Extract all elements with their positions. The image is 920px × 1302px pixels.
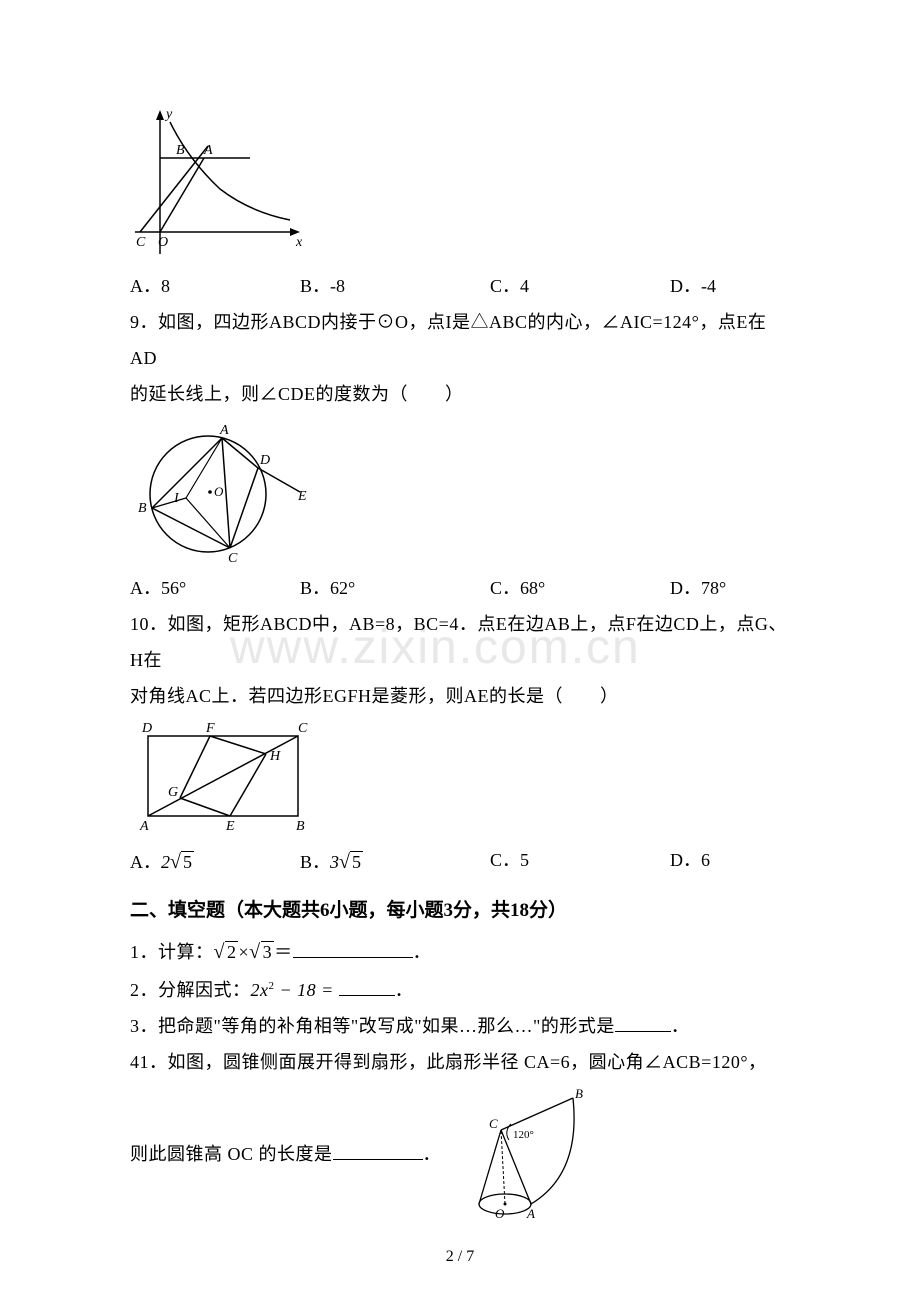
q9-opt-c: C．68°: [490, 570, 670, 606]
svg-text:E: E: [297, 489, 307, 504]
fill-q4-l2: 则此圆锥高 OC 的长度是 ．: [130, 1136, 441, 1172]
q9-figure: A B C D E I O: [130, 416, 790, 566]
fill-blank: [615, 1014, 671, 1032]
page-footer: 2 / 7: [0, 1248, 920, 1266]
svg-text:y: y: [164, 107, 173, 122]
fill-q4-l2-prefix: 则此圆锥高 OC 的长度是: [130, 1144, 333, 1164]
q10-b-rad: 5: [350, 851, 363, 872]
fill-blank: [293, 940, 413, 958]
q10-a-rad: 5: [181, 851, 194, 872]
q9-text-l1: 9．如图，四边形ABCD内接于⊙O，点I是△ABC的内心，∠AIC=124°，点…: [130, 304, 790, 376]
fill-q1: 1．计算：√2×√3＝．: [130, 932, 790, 972]
fill-blank: [339, 978, 395, 996]
q10-b-coef: 3: [330, 852, 339, 872]
fill-q1-eq: ＝: [274, 942, 293, 962]
svg-text:D: D: [259, 453, 270, 468]
svg-text:O: O: [158, 235, 168, 250]
q8-opt-a: A．8: [130, 268, 300, 304]
svg-text:A: A: [139, 819, 149, 834]
svg-text:x: x: [295, 235, 303, 250]
q8-opt-c: C．4: [490, 268, 670, 304]
sqrt-icon: √: [339, 851, 350, 873]
q8-opt-d: D．-4: [670, 268, 790, 304]
q10-opt-c: C．5: [490, 842, 670, 882]
q9-opt-d: D．78°: [670, 570, 790, 606]
q10-a-coef: 2: [161, 852, 170, 872]
q10-opt-a: A．2√5: [130, 842, 300, 882]
q9-options: A．56° B．62° C．68° D．78°: [130, 570, 790, 606]
fill-q1-tail: ．: [413, 942, 432, 962]
sqrt-icon: √: [170, 851, 181, 873]
svg-text:A: A: [526, 1206, 535, 1221]
svg-text:H: H: [269, 749, 281, 764]
svg-text:B: B: [138, 501, 147, 516]
fill-q2-tailexpr: − 18 =: [275, 980, 334, 1000]
fill-q1-rad2: 3: [261, 941, 275, 962]
fill-q2: 2．分解因式：2x2 − 18 = ．: [130, 972, 790, 1008]
fill-q1-rad1: 2: [225, 941, 239, 962]
fill-q1-prefix: 1．计算：: [130, 942, 214, 962]
q10-text-l2: 对角线AC上．若四边形EGFH是菱形，则AE的长是（ ）: [130, 678, 790, 714]
svg-text:B: B: [176, 143, 185, 158]
q8-opt-b: B．-8: [300, 268, 490, 304]
svg-text:I: I: [173, 491, 180, 506]
q8-figure: y x B A C O: [130, 104, 790, 264]
svg-text:120°: 120°: [513, 1129, 534, 1141]
fill-q2-tail: ．: [395, 980, 414, 1000]
sqrt-icon: √: [214, 941, 225, 963]
q4-figure: 120° C B A O: [461, 1084, 591, 1224]
q9-opt-b: B．62°: [300, 570, 490, 606]
svg-text:O: O: [495, 1206, 505, 1221]
fill-q3-text: 3．把命题"等角的补角相等"改写成"如果…那么…"的形式是: [130, 1016, 615, 1036]
svg-text:A: A: [219, 423, 229, 438]
fill-q1-times: ×: [238, 942, 249, 962]
svg-text:C: C: [298, 721, 308, 736]
fill-q3-tail: ．: [671, 1016, 690, 1036]
q10-opt-d: D．6: [670, 842, 790, 882]
fill-q4-l2-tail: ．: [423, 1144, 442, 1164]
q9-opt-a: A．56°: [130, 570, 300, 606]
sqrt-icon: √: [249, 941, 260, 963]
q10-figure: D F C H G A E B: [130, 718, 790, 838]
svg-text:C: C: [489, 1116, 498, 1131]
fill-blank: [333, 1142, 423, 1160]
section-2-title: 二、填空题（本大题共6小题，每小题3分，共18分）: [130, 890, 790, 932]
q10-text-l1: 10．如图，矩形ABCD中，AB=8，BC=4．点E在边AB上，点F在边CD上，…: [130, 606, 790, 678]
q10-options: A．2√5 B．3√5 C．5 D．6: [130, 842, 790, 882]
q8-options: A．8 B．-8 C．4 D．-4: [130, 268, 790, 304]
svg-text:E: E: [225, 819, 235, 834]
q10-a-prefix: A．: [130, 852, 161, 872]
svg-text:F: F: [205, 721, 215, 736]
svg-text:O: O: [214, 484, 224, 499]
svg-text:D: D: [141, 721, 152, 736]
svg-text:B: B: [575, 1086, 583, 1101]
q10-b-prefix: B．: [300, 852, 330, 872]
svg-text:C: C: [228, 551, 238, 566]
svg-text:A: A: [203, 143, 213, 158]
fill-q2-a: 2: [251, 980, 261, 1000]
svg-text:G: G: [168, 785, 178, 800]
fill-q2-prefix: 2．分解因式：: [130, 980, 251, 1000]
fill-q2-var: x: [260, 980, 269, 1000]
fill-q4-l1: 41．如图，圆锥侧面展开得到扇形，此扇形半径 CA=6，圆心角∠ACB=120°…: [130, 1044, 790, 1080]
fill-q3: 3．把命题"等角的补角相等"改写成"如果…那么…"的形式是 ．: [130, 1008, 790, 1044]
svg-text:C: C: [136, 235, 146, 250]
q10-opt-b: B．3√5: [300, 842, 490, 882]
svg-text:B: B: [296, 819, 305, 834]
q9-text-l2: 的延长线上，则∠CDE的度数为（ ）: [130, 376, 790, 412]
